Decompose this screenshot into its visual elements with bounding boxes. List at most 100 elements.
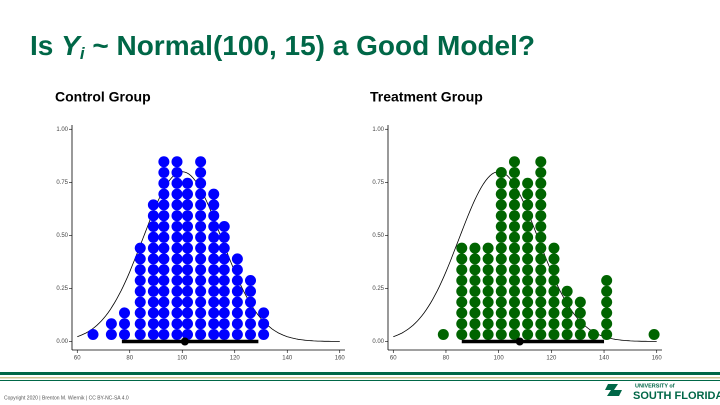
dot bbox=[495, 188, 507, 200]
dot bbox=[437, 329, 449, 341]
dot bbox=[522, 285, 534, 297]
footer-bar bbox=[0, 380, 720, 381]
dot bbox=[105, 318, 117, 330]
dot bbox=[208, 221, 220, 233]
panel-title: Treatment Group bbox=[370, 89, 483, 105]
dot bbox=[182, 329, 193, 341]
dot bbox=[195, 199, 207, 211]
dot bbox=[182, 253, 193, 265]
copyright: Copyright 2020 | Brenton M. Wiernik | CC… bbox=[4, 395, 129, 401]
dot bbox=[469, 275, 481, 287]
dot bbox=[195, 231, 207, 243]
logo-main: SOUTH FLORIDA bbox=[633, 390, 720, 402]
dot bbox=[548, 307, 560, 319]
dot bbox=[208, 242, 220, 254]
dot bbox=[218, 264, 230, 276]
dot bbox=[535, 285, 547, 297]
dot bbox=[495, 296, 507, 308]
dot bbox=[535, 156, 547, 168]
dot bbox=[195, 221, 207, 233]
dot bbox=[648, 329, 660, 341]
y-tick-label: 0.25 bbox=[56, 286, 68, 292]
dot bbox=[158, 275, 170, 287]
dot bbox=[182, 188, 193, 200]
dot bbox=[87, 329, 99, 341]
dot bbox=[482, 285, 494, 297]
dot bbox=[548, 329, 560, 341]
dot bbox=[456, 307, 468, 319]
dot bbox=[171, 231, 183, 243]
dot bbox=[535, 188, 547, 200]
dot bbox=[134, 253, 146, 265]
dot bbox=[231, 329, 243, 341]
dot bbox=[134, 242, 146, 254]
dot bbox=[147, 242, 159, 254]
dot bbox=[231, 296, 243, 308]
dot bbox=[522, 177, 534, 189]
dot bbox=[535, 221, 547, 233]
dot bbox=[601, 307, 613, 319]
dot bbox=[456, 275, 468, 287]
dot bbox=[258, 307, 270, 319]
logo-icon bbox=[605, 384, 622, 396]
dot bbox=[134, 285, 146, 297]
dot bbox=[119, 329, 130, 341]
dot bbox=[171, 167, 183, 179]
x-tick-label: 160 bbox=[335, 356, 346, 362]
dot bbox=[574, 329, 586, 341]
x-tick-label: 120 bbox=[546, 356, 557, 362]
dot bbox=[171, 156, 183, 168]
dot bbox=[147, 275, 159, 287]
dot bbox=[535, 264, 547, 276]
dot bbox=[147, 307, 159, 319]
dot bbox=[522, 275, 534, 287]
dot bbox=[601, 275, 613, 287]
dot bbox=[495, 264, 507, 276]
dot bbox=[171, 221, 183, 233]
dot bbox=[158, 242, 170, 254]
dot bbox=[456, 318, 468, 330]
dot bbox=[508, 177, 520, 189]
dot bbox=[171, 275, 183, 287]
dot bbox=[574, 296, 586, 308]
dot bbox=[195, 242, 207, 254]
panel-title: Control Group bbox=[55, 89, 151, 105]
x-tick-label: 80 bbox=[443, 356, 450, 362]
dot bbox=[469, 329, 481, 341]
dot bbox=[195, 307, 207, 319]
dot bbox=[508, 210, 520, 222]
y-tick-label: 0.50 bbox=[372, 233, 384, 239]
dot bbox=[119, 307, 130, 319]
dot bbox=[158, 231, 170, 243]
dot bbox=[158, 156, 170, 168]
dot bbox=[508, 253, 520, 265]
dot bbox=[231, 253, 243, 265]
dot bbox=[182, 177, 193, 189]
dot bbox=[158, 188, 170, 200]
dot bbox=[147, 296, 159, 308]
dot bbox=[522, 264, 534, 276]
dot bbox=[218, 275, 230, 287]
dot bbox=[508, 156, 520, 168]
dot bbox=[158, 296, 170, 308]
dot bbox=[134, 307, 146, 319]
dot bbox=[218, 242, 230, 254]
dot bbox=[171, 307, 183, 319]
dot bbox=[195, 296, 207, 308]
x-tick-label: 100 bbox=[494, 356, 505, 362]
dot bbox=[245, 318, 256, 330]
dot bbox=[134, 329, 146, 341]
dot bbox=[182, 275, 193, 287]
x-tick-label: 100 bbox=[177, 356, 188, 362]
dot bbox=[495, 253, 507, 265]
dot bbox=[469, 253, 481, 265]
dot bbox=[147, 210, 159, 222]
y-tick-label: 0.75 bbox=[56, 180, 68, 186]
y-tick-label: 0.25 bbox=[372, 286, 384, 292]
dot bbox=[561, 296, 573, 308]
dot bbox=[182, 199, 193, 211]
title-part: ~ Normal(100, 15) a Good Model? bbox=[85, 30, 535, 61]
dot bbox=[208, 318, 220, 330]
dot bbox=[535, 242, 547, 254]
